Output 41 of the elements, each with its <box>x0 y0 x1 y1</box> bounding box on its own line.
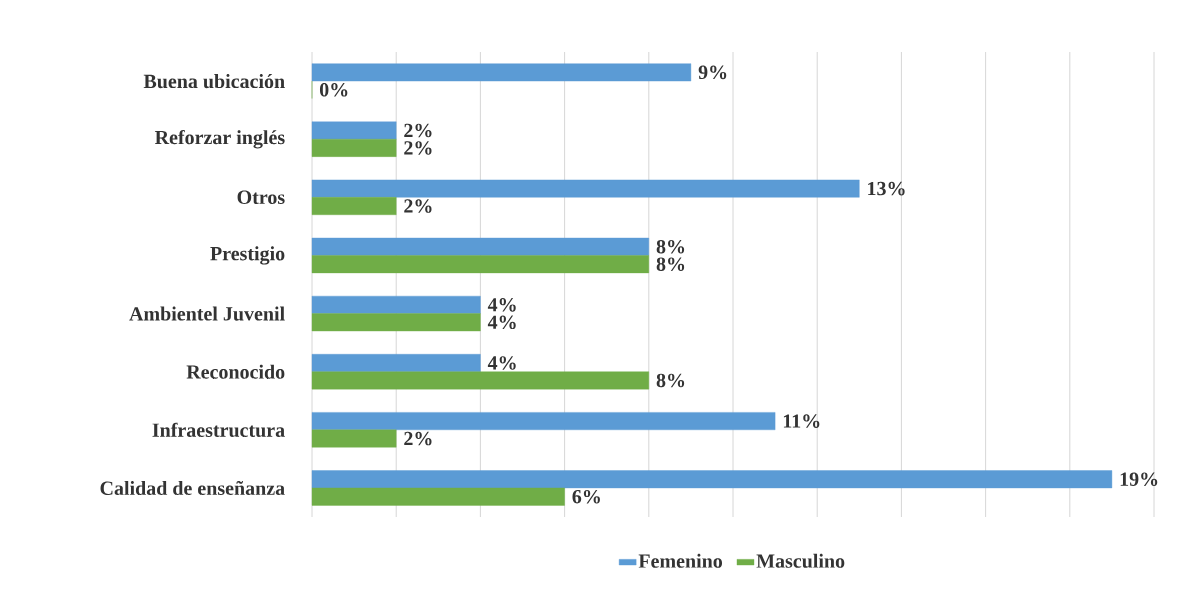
data-label: 2% <box>404 431 432 446</box>
data-label: 19% <box>1120 472 1158 487</box>
data-label: 8% <box>656 373 685 388</box>
data-label: 0% <box>319 83 348 97</box>
bar <box>311 429 397 448</box>
legend-label: Masculino <box>756 553 845 568</box>
bar <box>311 237 649 256</box>
bar <box>311 63 692 82</box>
bar <box>311 354 481 372</box>
data-label: 4% <box>487 356 516 370</box>
bar <box>311 255 649 274</box>
bar <box>311 121 397 140</box>
y-tick-label: Infraestructura <box>152 422 285 437</box>
data-label: 2% <box>404 199 432 213</box>
data-label: 2% <box>404 141 432 155</box>
data-label: 2% <box>404 123 432 138</box>
bar <box>311 197 397 215</box>
bar <box>311 295 481 314</box>
data-label: 4% <box>487 298 516 312</box>
legend-label: Femenino <box>638 553 723 568</box>
y-tick-label: Otros <box>237 190 285 205</box>
data-label: 8% <box>656 239 685 254</box>
data-label: 9% <box>698 65 727 80</box>
bar <box>311 179 860 198</box>
y-tick-label: Ambientel Juvenil <box>129 306 285 321</box>
bar <box>311 412 776 431</box>
bar <box>311 487 565 506</box>
data-label: 13% <box>868 181 905 196</box>
y-tick-label: Prestigio <box>210 246 285 265</box>
bar <box>311 139 397 157</box>
bar <box>311 313 481 332</box>
y-tick-label: Reforzar inglés <box>154 129 285 149</box>
bar <box>311 470 1113 489</box>
data-label: 11% <box>783 414 820 428</box>
bar <box>311 371 649 390</box>
y-tick-label: Buena ubicación <box>143 74 285 89</box>
data-label: 8% <box>656 257 685 271</box>
y-tick-label: Reconocido <box>186 364 285 379</box>
data-label: 6% <box>572 489 600 504</box>
data-label: 4% <box>487 315 516 330</box>
y-tick-label: Calidad de enseñanza <box>100 480 285 496</box>
